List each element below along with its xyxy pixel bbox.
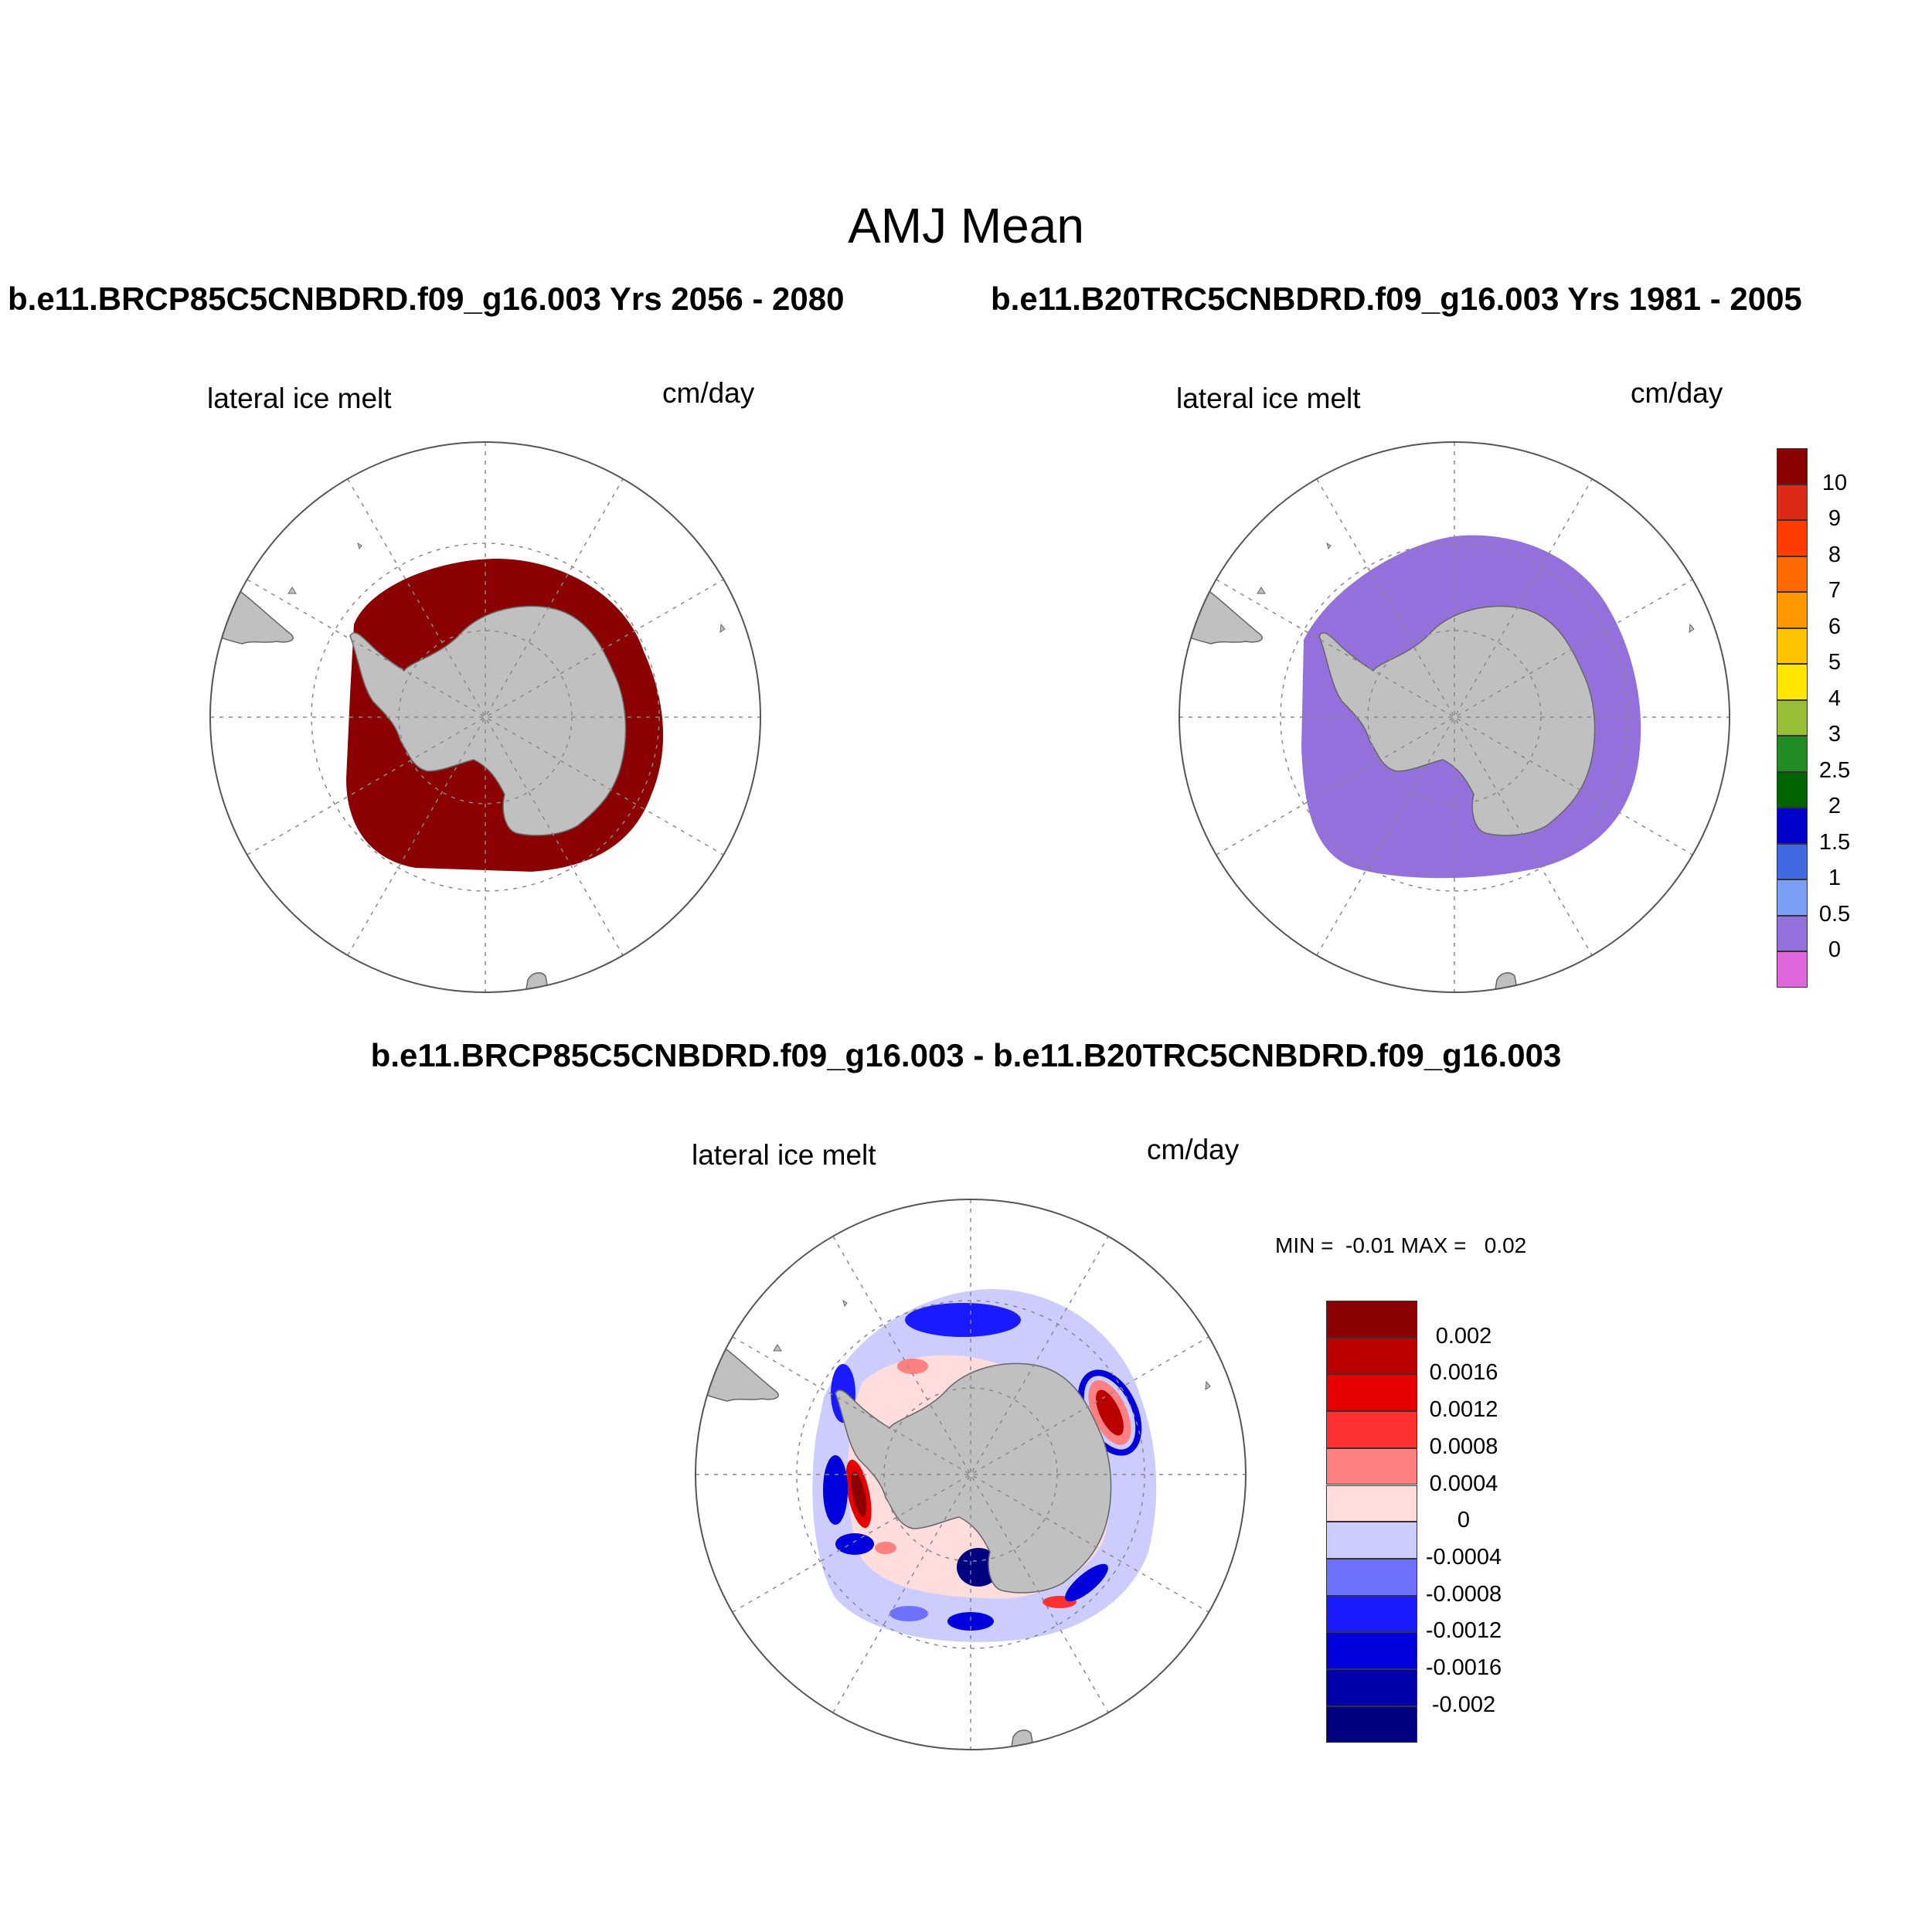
diff-anomaly-negative (905, 1303, 1021, 1337)
colorbar-tick-label: -0.002 (1431, 1692, 1496, 1717)
colorbar-swatch (1326, 1669, 1417, 1706)
colorbar-swatch (1326, 1447, 1417, 1485)
colorbar-swatch (1777, 879, 1808, 916)
colorbar-tick-label: 7 (1828, 578, 1842, 603)
colorbar-tick-label: 3 (1828, 722, 1842, 747)
colorbar-swatch (1777, 771, 1808, 808)
colorbar-tick-label: 6 (1828, 614, 1842, 639)
case1-title: b.e11.BRCP85C5CNBDRD.f09_g16.003 Yrs 205… (8, 281, 845, 317)
colorbar-swatch (1777, 520, 1808, 556)
panel3-variable-label: lateral ice melt (692, 1139, 876, 1171)
diff-anomaly-positive (897, 1359, 928, 1374)
diff-title: b.e11.BRCP85C5CNBDRD.f09_g16.003 - b.e11… (370, 1037, 1562, 1073)
colorbar-tick-label: 0.002 (1435, 1323, 1492, 1349)
colorbar-swatch (1326, 1558, 1417, 1596)
colorbar-tick-label: 8 (1828, 542, 1842, 567)
colorbar-tick-label: 1 (1828, 866, 1842, 890)
map-difference (695, 1199, 1247, 1750)
colorbar-tick-label: -0.0012 (1425, 1618, 1502, 1644)
panel2-units-label: cm/day (1631, 377, 1723, 409)
colorbar-tick-label: 2.5 (1818, 757, 1851, 783)
panel2-variable-label: lateral ice melt (1176, 383, 1361, 414)
diff-anomaly-positive (1096, 1389, 1124, 1436)
colorbar-tick-label: 0.5 (1818, 901, 1851, 927)
case2-title: b.e11.B20TRC5CNBDRD.f09_g16.003 Yrs 1981… (991, 281, 1802, 317)
colorbar-swatch (1777, 699, 1808, 736)
colorbar-swatch (1777, 484, 1808, 520)
colorbar-swatch (1326, 1632, 1417, 1669)
colorbar-swatch (1777, 592, 1808, 628)
figure-title: AMJ Mean (848, 198, 1084, 253)
colorbar-swatch (1777, 556, 1808, 592)
colorbar-swatch (1326, 1411, 1417, 1448)
colorbar-tick-label: 2 (1828, 794, 1842, 818)
diff-anomaly-negative (1065, 1563, 1108, 1602)
min-max-label: MIN = -0.01 MAX = 0.02 (1275, 1233, 1527, 1257)
colorbar-swatch (1326, 1595, 1417, 1633)
colorbar-tick-label: 10 (1821, 470, 1848, 495)
diff-anomaly-negative (889, 1606, 928, 1621)
diff-anomaly-positive (875, 1542, 896, 1554)
colorbar-tick-label: 0.0004 (1429, 1471, 1498, 1496)
colorbar-tick-label: 0 (1457, 1508, 1471, 1533)
colorbar-tick-label: 4 (1828, 685, 1842, 711)
colorbar-swatch (1777, 915, 1808, 951)
colorbar-swatch (1326, 1485, 1417, 1522)
colorbar-tick-label: -0.0008 (1425, 1581, 1502, 1607)
colorbar-tick-label: 0 (1828, 937, 1842, 962)
diff-anomaly-negative (835, 1533, 874, 1555)
colorbar-tick-label: 5 (1828, 650, 1842, 675)
colorbar-tick-label: 0.0008 (1429, 1434, 1498, 1459)
colorbar-swatch (1326, 1301, 1417, 1338)
colorbar-swatch (1777, 843, 1808, 879)
colorbar-swatch (1777, 951, 1808, 988)
panel1-variable-label: lateral ice melt (207, 383, 392, 414)
colorbar-swatch (1326, 1337, 1417, 1375)
map-historical (1179, 441, 1730, 993)
panel3-units-label: cm/day (1147, 1134, 1240, 1165)
diff-anomaly-negative (823, 1455, 848, 1525)
diff-colorbar: 0.002 0.0016 0.0012 0.0008 0.0004 0 -0.0004 -0.… (1326, 1301, 1510, 1743)
panel1-units-label: cm/day (662, 377, 755, 409)
colorbar-tick-label: 1.5 (1818, 829, 1851, 855)
colorbar-swatch (1326, 1706, 1417, 1743)
diff-anomaly-positive (850, 1471, 867, 1517)
colorbar-swatch (1777, 736, 1808, 772)
abs-colorbar: 10 9 8 7 6 5 4 3 2.5 2 1.5 1 0.5 0 (1777, 448, 1862, 988)
colorbar-tick-label: 9 (1828, 506, 1842, 531)
colorbar-tick-label: 0.0016 (1429, 1360, 1498, 1386)
colorbar-swatch (1777, 448, 1808, 485)
colorbar-swatch (1777, 628, 1808, 664)
colorbar-swatch (1777, 664, 1808, 700)
colorbar-swatch (1326, 1522, 1417, 1559)
diff-anomaly-negative (947, 1612, 994, 1631)
colorbar-tick-label: 0.0012 (1429, 1397, 1498, 1423)
colorbar-swatch (1326, 1374, 1417, 1412)
colorbar-tick-label: -0.0016 (1425, 1655, 1502, 1680)
map-future (209, 441, 761, 993)
colorbar-swatch (1777, 808, 1808, 844)
colorbar-tick-label: -0.0004 (1425, 1544, 1502, 1570)
